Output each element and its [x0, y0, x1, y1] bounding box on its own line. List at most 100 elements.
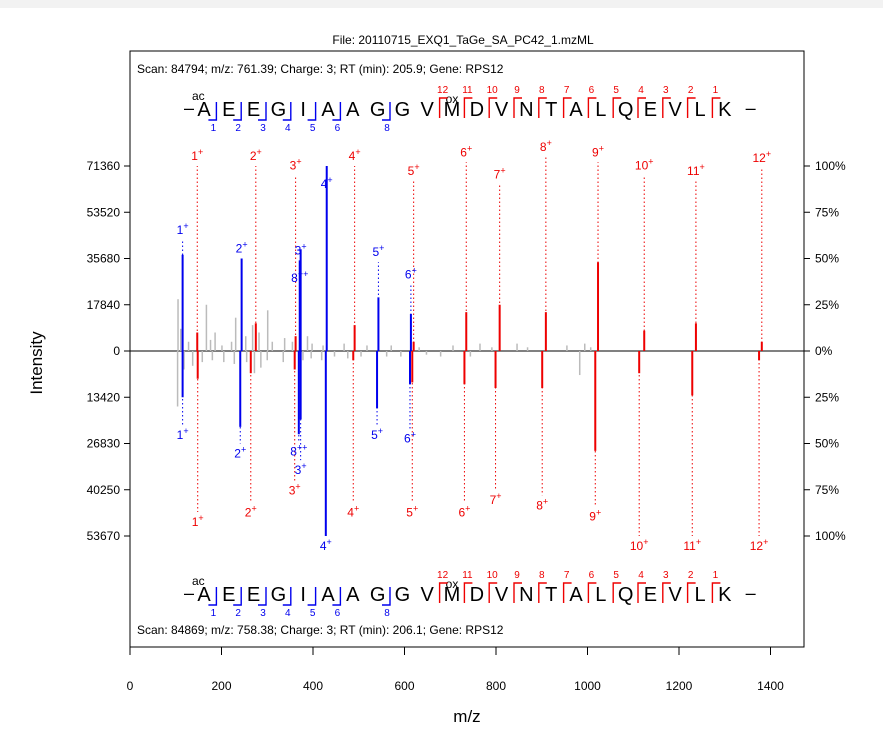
b-bracket-top [208, 102, 218, 121]
ion-labels-group: 1+ 2+ 3+ 4+ 5+ 6+ 7+ 8+ 9+ 10+ 11+ 12+ 1+ 2+ 3+ 8++ 4+ 5+… [177, 138, 771, 553]
sequence-residue-bottom: L [595, 584, 606, 606]
y-bracket-number-bottom: 2 [688, 570, 694, 581]
b-bracket-number-top: 5 [310, 123, 316, 134]
left-tick-label-bottom: 26830 [87, 437, 121, 451]
b-bracket-number-top: 3 [260, 123, 266, 134]
y-bracket-number-top: 5 [613, 85, 619, 96]
sequence-residue-bottom: G [271, 584, 287, 606]
b-bracket-number-top: 4 [285, 123, 291, 134]
y-bracket-number-bottom: 8 [539, 570, 545, 581]
y-bracket-number-top: 12 [437, 85, 449, 96]
x-tick-label: 0 [127, 679, 134, 693]
y-ion-ion-label-bottom: 10+ [630, 537, 649, 553]
sequence-residue-bottom: A [197, 584, 211, 606]
y-bracket-number-top: 10 [487, 85, 499, 96]
y-bracket-number-bottom: 10 [487, 570, 499, 581]
left-tick-label-bottom: 53670 [87, 529, 121, 543]
sequence-residue-bottom: V [421, 584, 435, 606]
sequence-residue-bottom: A [569, 584, 583, 606]
b-ion-ion-label-top: 3+ [295, 241, 307, 257]
b-ion-ion-label-bottom: 6+ [404, 430, 416, 446]
sequence-residue-top: A [346, 99, 360, 121]
b-ion-ion-label-bottom: 2+ [234, 445, 246, 461]
top-scan-info: Scan: 84794; m/z: 761.39; Charge: 3; RT … [137, 62, 504, 76]
sequence-residue-top: G [395, 99, 411, 121]
sequence-oxidation-mark-bottom: ox [446, 577, 459, 591]
bottom-scan-info: Scan: 84869; m/z: 758.38; Charge: 3; RT … [137, 623, 504, 637]
sequence-residue-bottom: T [545, 584, 557, 606]
b-bracket-number-top: 6 [335, 123, 341, 134]
y-bracket-top [662, 97, 671, 118]
x-tick-label: 600 [394, 679, 414, 693]
right-tick-label: 75% [815, 483, 839, 497]
sequence-residue-bottom: I [300, 584, 306, 606]
x-tick-label: 800 [486, 679, 506, 693]
sequence-oxidation-mark-top: ox [446, 92, 459, 106]
sequence-residue-top: K [718, 99, 732, 121]
y-bracket-number-top: 4 [638, 85, 644, 96]
b-ion-ion-label-top: 5+ [372, 243, 384, 259]
y-bracket-number-bottom: 7 [564, 570, 570, 581]
b-bracket-number-bottom: 1 [211, 608, 217, 619]
y-axis-label: Intensity [27, 331, 46, 395]
y-bracket-top [711, 97, 721, 118]
left-tick-label-top: 0 [113, 344, 120, 358]
sequence-residue-top: V [669, 99, 683, 121]
y-ion-ion-label-top: 11+ [687, 162, 705, 178]
left-tick-label-bottom: 40250 [87, 483, 121, 497]
y-ion-ion-label-top: 1+ [191, 147, 203, 163]
y-ion-ion-label-top: 10+ [635, 156, 654, 172]
y-bracket-bottom [587, 582, 597, 603]
sequence-residue-top: G [370, 99, 386, 121]
b-bracket-bottom [258, 587, 267, 606]
y-ion-ion-label-top: 4+ [349, 147, 361, 163]
b-bracket-number-top: 1 [211, 123, 217, 134]
y-ion-ion-label-top: 7+ [494, 166, 506, 182]
y-bracket-top [513, 97, 522, 118]
y-ion-ion-label-top: 6+ [460, 143, 472, 159]
y-ion-ion-label-bottom: 12+ [750, 537, 769, 553]
b-bracket-number-top: 2 [235, 123, 241, 134]
y-ion-ion-label-bottom: 4+ [347, 504, 359, 520]
sequence-residue-bottom: E [644, 584, 657, 606]
b-bracket-top [233, 102, 242, 121]
y-bracket-bottom [488, 582, 498, 603]
y-ion-ion-label-bottom: 2+ [245, 504, 257, 520]
sequence-residue-top: G [271, 99, 287, 121]
b-bracket-number-bottom: 6 [335, 608, 341, 619]
x-tick-label: 1400 [757, 679, 784, 693]
left-tick-label-bottom: 13420 [87, 390, 121, 404]
y-ion-ion-label-top: 3+ [290, 156, 302, 172]
b-ion-ion-label-top: 2+ [236, 240, 248, 256]
sequence-residue-bottom: D [470, 584, 484, 606]
y-bracket-number-top: 9 [514, 85, 520, 96]
sequence-residue-bottom: K [718, 584, 732, 606]
sequence-residue-bottom: A [346, 584, 360, 606]
sequence-residue-bottom: E [222, 584, 235, 606]
y-bracket-bottom [662, 582, 671, 603]
sequence-residue-top: D [470, 99, 484, 121]
chart-title: File: 20110715_EXQ1_TaGe_SA_PC42_1.mzML [332, 33, 594, 47]
y-bracket-top [612, 97, 622, 118]
y-bracket-number-bottom: 11 [462, 570, 473, 581]
x-tick-label: 1200 [666, 679, 693, 693]
y-ion-ion-label-top: 5+ [408, 162, 420, 178]
y-bracket-bottom [711, 582, 721, 603]
y-ion-ion-label-bottom: 1+ [192, 513, 204, 529]
b-ion-ion-label-bottom: 5+ [371, 426, 383, 442]
y-bracket-number-top: 7 [564, 85, 570, 96]
sequence-residue-top: A [321, 99, 335, 121]
y-ion-ion-label-top: 12+ [752, 149, 771, 165]
sequence-residue-bottom: G [370, 584, 386, 606]
sequence-cterm-dash-bottom: – [746, 583, 756, 603]
background-peaks-group [176, 299, 592, 407]
sequence-residue-top: E [247, 99, 260, 121]
sequence-residue-bottom: E [247, 584, 260, 606]
sequence-nterm-dash-top: – [184, 98, 194, 118]
y-bracket-number-top: 8 [539, 85, 545, 96]
y-bracket-bottom [463, 582, 473, 603]
annotation-lines-group [182, 156, 763, 536]
sequence-group: –acA E E G I A A G G V M D V N T A L Q E V L K –ox1 2 3 4 5 6 812 11 1… [184, 85, 756, 619]
y-ion-ion-label-bottom: 3+ [289, 482, 301, 498]
b-bracket-top [307, 102, 317, 121]
